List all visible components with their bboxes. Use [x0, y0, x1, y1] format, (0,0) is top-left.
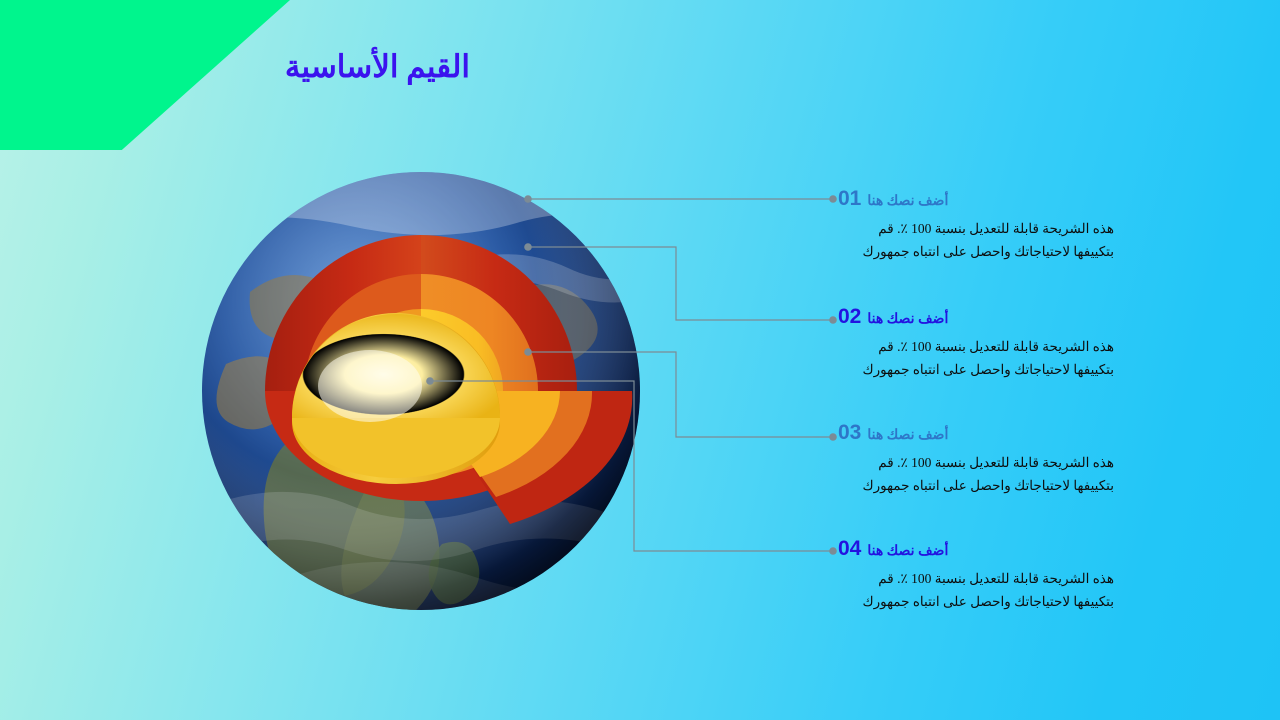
callout-item-03-body: هذه الشريحة قابلة للتعديل بنسبة 100 ٪. ق…	[862, 455, 1114, 494]
callout-item-01-header: 01 أضف نصك هنا	[838, 188, 1114, 212]
callout-item-03-header: 03 أضف نصك هنا	[838, 422, 1114, 446]
callout-item-02-header: 02 أضف نصك هنا	[838, 306, 1114, 330]
callout-item-04-title: أضف نصك هنا	[867, 544, 949, 559]
innercore-highlight	[318, 350, 422, 422]
connector-dot-target-03	[829, 433, 837, 441]
earth-cutaway-illustration	[180, 172, 662, 610]
callout-item-04-number: 04	[838, 537, 862, 560]
callout-item-03[interactable]: 03 أضف نصك هنا هذه الشريحة قابلة للتعديل…	[838, 422, 1114, 497]
earth-diagram-svg	[202, 172, 640, 610]
callout-item-03-number: 03	[838, 421, 862, 444]
callout-item-04-header: 04 أضف نصك هنا	[838, 538, 1114, 562]
callout-item-02-number: 02	[838, 305, 862, 328]
callout-item-01-title: أضف نصك هنا	[867, 194, 949, 209]
callout-item-01[interactable]: 01 أضف نصك هنا هذه الشريحة قابلة للتعديل…	[838, 188, 1114, 263]
callout-item-04[interactable]: 04 أضف نصك هنا هذه الشريحة قابلة للتعديل…	[838, 538, 1114, 613]
callout-item-04-body: هذه الشريحة قابلة للتعديل بنسبة 100 ٪. ق…	[862, 571, 1114, 610]
callout-item-02-title: أضف نصك هنا	[867, 312, 949, 327]
callout-item-03-title: أضف نصك هنا	[867, 428, 949, 443]
callout-item-02-body: هذه الشريحة قابلة للتعديل بنسبة 100 ٪. ق…	[862, 339, 1114, 378]
page-title: القيم الأساسية	[284, 49, 470, 84]
callout-item-01-number: 01	[838, 187, 862, 210]
callout-item-02[interactable]: 02 أضف نصك هنا هذه الشريحة قابلة للتعديل…	[838, 306, 1114, 381]
connector-dot-target-01	[829, 195, 837, 203]
connector-dot-target-04	[829, 547, 837, 555]
connector-dot-target-02	[829, 316, 837, 324]
callout-item-01-body: هذه الشريحة قابلة للتعديل بنسبة 100 ٪. ق…	[862, 221, 1114, 260]
